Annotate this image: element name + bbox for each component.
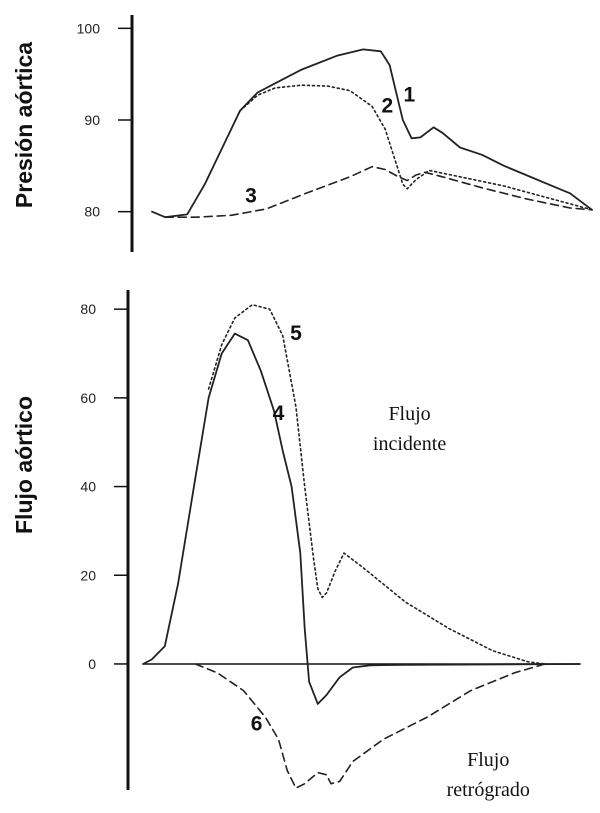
flow-curve-label-6: 6: [251, 712, 263, 735]
annotation-line: incidente: [373, 433, 446, 455]
pressure-tick-label: 100: [77, 20, 101, 36]
pressure-curve-label-1: 1: [404, 84, 416, 107]
flow-annotation: Flujo retrógrado: [447, 749, 530, 801]
pressure-y-label: Presión aórtica: [11, 42, 37, 208]
pressure-curve-label-3: 3: [245, 185, 257, 208]
pressure-tick-label: 90: [84, 112, 100, 128]
flow-series-5-line: [207, 303, 546, 665]
annotation-line: retrógrado: [447, 779, 530, 801]
flow-curve-label-4: 4: [273, 402, 285, 425]
flow-tick-label: 60: [80, 390, 96, 406]
annotation-line: Flujo: [467, 749, 509, 771]
flow-series-4-line: [142, 332, 581, 705]
pressure-series-1-line: [151, 48, 593, 219]
flow-curve-label-5: 5: [290, 322, 302, 345]
flow-series-6-line: [194, 663, 546, 789]
flow-tick-label: 20: [80, 567, 96, 583]
flow-tick-label: 80: [80, 301, 96, 317]
pressure-curve-label-2: 2: [382, 95, 394, 118]
flow-annotation: Flujo incidente: [373, 403, 446, 455]
flow-tick-label: 40: [80, 479, 96, 495]
flow-tick-label: 0: [88, 656, 96, 672]
flow-y-label: Flujo aórtico: [11, 396, 37, 534]
pressure-tick-label: 80: [84, 204, 100, 220]
pressure-series-2-line: [239, 84, 593, 211]
annotation-line: Flujo: [388, 403, 430, 425]
